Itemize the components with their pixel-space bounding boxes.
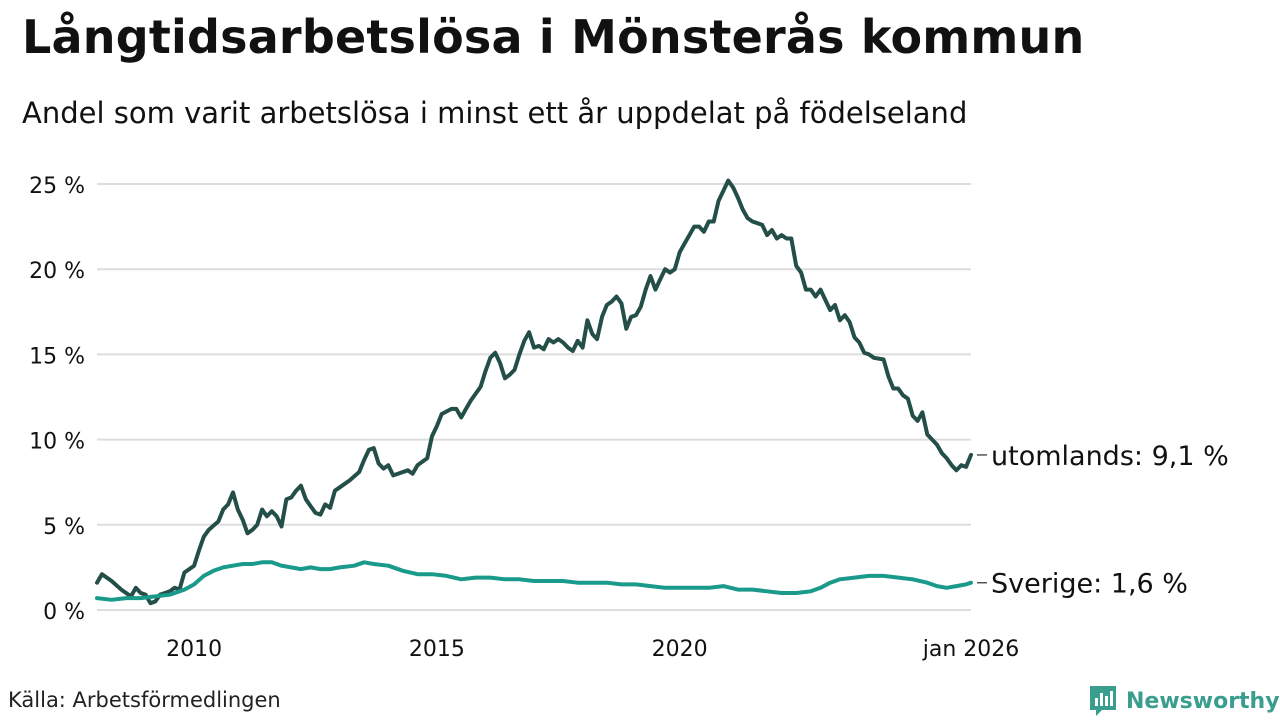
- end-label-sverige: Sverige: 1,6 %: [991, 569, 1188, 600]
- x-tick-label: 2010: [166, 637, 222, 662]
- newsworthy-logo-icon: [1090, 686, 1116, 716]
- series-line-utomlands: [95, 178, 973, 606]
- source-note: Källa: Arbetsförmedlingen: [8, 688, 281, 712]
- y-tick-label: 5 %: [43, 515, 85, 540]
- end-label-utomlands: utomlands: 9,1 %: [991, 441, 1229, 472]
- y-tick-label: 15 %: [29, 344, 85, 369]
- y-tick-label: 10 %: [29, 430, 85, 455]
- gridlines: [97, 183, 971, 611]
- x-tick-label: 2020: [652, 637, 708, 662]
- chart-subtitle: Andel som varit arbetslösa i minst ett å…: [22, 96, 968, 130]
- y-axis-ticks: 0 % 5 % 10 % 15 % 20 % 25 %: [29, 174, 85, 625]
- newsworthy-brand-name: Newsworthy: [1126, 688, 1280, 714]
- y-tick-label: 20 %: [29, 259, 85, 284]
- y-tick-label: 25 %: [29, 174, 85, 199]
- x-tick-label: jan 2026: [922, 637, 1020, 662]
- series-line-sverige: [95, 560, 973, 602]
- series-lines: [95, 178, 973, 606]
- x-axis-ticks: 2010 2015 2020 jan 2026: [166, 637, 1019, 662]
- y-tick-label: 0 %: [43, 600, 85, 625]
- x-tick-label: 2015: [409, 637, 465, 662]
- series-end-labels: utomlands: 9,1 % Sverige: 1,6 %: [977, 441, 1229, 600]
- chart-title: Långtidsarbetslösa i Mönsterås kommun: [22, 10, 1085, 64]
- newsworthy-logo: Newsworthy: [1088, 682, 1280, 720]
